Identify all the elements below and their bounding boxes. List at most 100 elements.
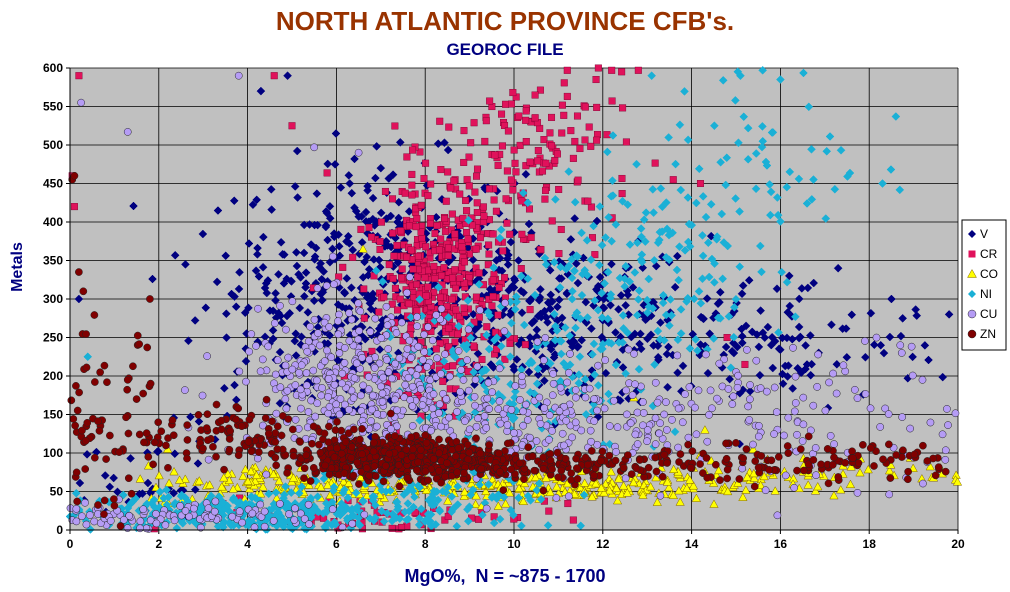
point-ni: [379, 516, 389, 526]
point-v: [347, 188, 357, 198]
point-v: [371, 173, 380, 183]
point-cu: [334, 330, 343, 339]
point-cr: [563, 66, 571, 74]
point-cu: [311, 412, 320, 421]
point-cr: [437, 293, 445, 301]
point-cu: [898, 413, 906, 421]
point-v: [395, 137, 405, 147]
point-cu: [364, 373, 373, 381]
point-zn: [149, 460, 157, 469]
point-v: [303, 307, 313, 317]
point-cr: [551, 156, 559, 164]
point-cu: [276, 301, 284, 310]
point-co: [358, 244, 368, 253]
point-ni: [505, 352, 515, 362]
point-cr: [441, 215, 449, 223]
point-cu: [495, 364, 504, 373]
point-cu: [242, 377, 250, 386]
point-co: [591, 478, 601, 488]
point-cu: [876, 423, 885, 431]
point-cu: [288, 365, 297, 374]
point-v: [321, 207, 331, 216]
point-cr: [448, 210, 456, 218]
point-cu: [938, 430, 947, 439]
point-cr: [408, 170, 416, 178]
point-cr: [472, 245, 480, 253]
point-cu: [366, 327, 375, 336]
point-co: [443, 496, 453, 505]
point-zn: [79, 287, 88, 296]
point-cu: [401, 380, 410, 389]
point-v: [517, 308, 527, 318]
point-zn: [619, 463, 628, 472]
point-zn: [652, 467, 661, 476]
point-co: [688, 481, 699, 490]
point-cu: [371, 314, 380, 323]
point-cu: [325, 403, 334, 411]
point-cr: [439, 377, 447, 385]
point-cu: [702, 350, 710, 359]
point-v: [268, 326, 278, 335]
point-cu: [281, 395, 290, 404]
point-cu: [384, 345, 393, 353]
point-cr: [587, 203, 595, 211]
point-cu: [320, 357, 329, 365]
point-cr: [452, 284, 460, 292]
point-co: [274, 476, 284, 485]
point-zn: [651, 453, 660, 462]
point-cr: [438, 272, 446, 280]
point-cr: [593, 136, 601, 144]
point-cu: [560, 441, 568, 450]
point-v: [772, 284, 782, 294]
point-cu: [555, 407, 564, 415]
point-co: [669, 464, 679, 473]
point-zn: [931, 471, 940, 480]
legend-label: CO: [980, 267, 998, 281]
point-co: [151, 482, 161, 491]
point-v: [663, 382, 672, 392]
point-cu: [356, 307, 365, 316]
point-v: [357, 212, 366, 221]
point-v: [536, 309, 545, 319]
point-cu: [378, 389, 387, 398]
point-cr: [437, 235, 445, 243]
point-cr: [483, 323, 491, 331]
point-cr: [464, 235, 472, 243]
point-cr: [368, 347, 376, 355]
point-cu: [829, 369, 837, 378]
point-v: [506, 237, 516, 247]
point-zn: [796, 445, 805, 453]
point-cu: [464, 325, 473, 334]
point-zn: [465, 448, 474, 457]
point-cu: [367, 417, 375, 425]
point-v: [785, 301, 795, 311]
point-cr: [501, 355, 509, 363]
point-cr: [603, 131, 611, 139]
point-cu: [123, 128, 132, 136]
point-cu: [821, 406, 830, 415]
point-cu: [297, 404, 305, 413]
point-zn: [96, 368, 104, 377]
point-cu: [357, 391, 365, 400]
point-v: [636, 329, 645, 339]
point-zn: [598, 447, 607, 456]
point-cu: [761, 486, 770, 495]
point-v: [744, 275, 754, 285]
point-cr: [741, 360, 749, 368]
point-co: [622, 488, 632, 497]
point-co: [579, 478, 590, 487]
point-cr: [651, 159, 659, 167]
point-cr: [396, 295, 404, 303]
point-cu: [813, 383, 821, 391]
point-cu: [123, 524, 132, 532]
point-zn: [742, 445, 751, 453]
point-cr: [450, 177, 458, 185]
point-v: [227, 289, 236, 299]
point-co: [258, 482, 268, 491]
point-cr: [476, 234, 484, 242]
point-cr: [449, 274, 457, 282]
point-v: [911, 305, 921, 314]
point-v: [100, 471, 110, 480]
point-cu: [746, 381, 754, 389]
